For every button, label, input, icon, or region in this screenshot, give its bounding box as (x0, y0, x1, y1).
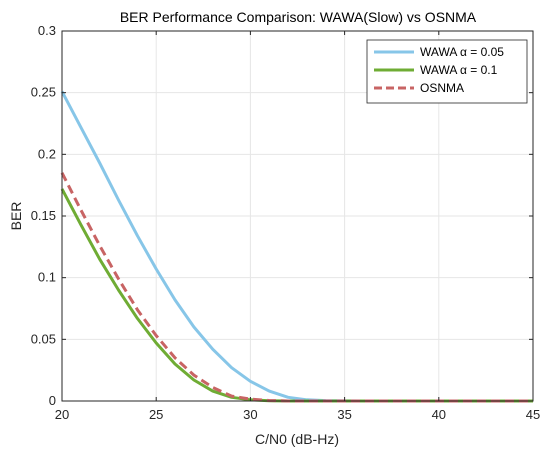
legend-label-1: WAWA α = 0.05 (420, 45, 504, 59)
series-line-2 (60, 188, 533, 403)
y-tick-label: 0.05 (31, 331, 56, 346)
chart-title: BER Performance Comparison: WAWA(Slow) v… (120, 9, 477, 25)
x-tick-label: 35 (337, 407, 351, 422)
x-tick-label: 20 (55, 407, 69, 422)
y-tick-label: 0.1 (38, 270, 56, 285)
series-line-3 (60, 172, 533, 403)
y-tick-label: 0.3 (38, 23, 56, 38)
y-axis-label: BER (8, 202, 24, 231)
x-tick-label: 25 (149, 407, 163, 422)
x-tick-label: 45 (526, 407, 540, 422)
y-tick-label: 0.15 (31, 208, 56, 223)
legend: WAWA α = 0.05 WAWA α = 0.1 OSNMA (366, 39, 528, 104)
axis-ticks: 20 25 30 35 40 45 0 0.05 0.1 0.15 0.2 0.25 0.3 (31, 23, 541, 422)
series-lines (60, 90, 533, 403)
x-tick-label: 40 (432, 407, 446, 422)
y-tick-label: 0 (49, 393, 56, 408)
y-tick-label: 0.2 (38, 146, 56, 161)
x-tick-label: 30 (243, 407, 257, 422)
legend-label-3: OSNMA (420, 81, 464, 95)
x-axis-label: C/N0 (dB-Hz) (255, 431, 339, 447)
series-line-1 (60, 90, 533, 403)
legend-label-2: WAWA α = 0.1 (420, 63, 498, 77)
y-tick-label: 0.25 (31, 85, 56, 100)
